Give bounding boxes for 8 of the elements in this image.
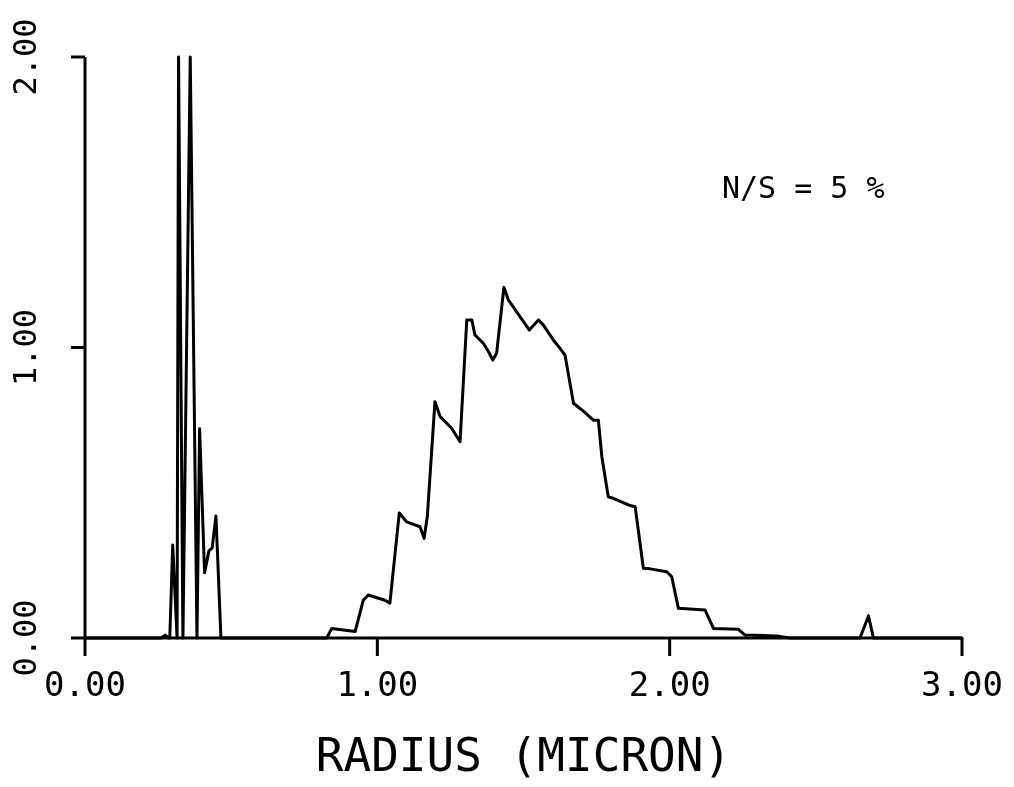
x-tick-label: 3.00 [921,664,1003,704]
annotation: N/S = 5 % [722,170,885,205]
y-tick-label: 2.00 [6,18,44,96]
x-tick-label: 2.00 [628,664,711,704]
x-tick-label: 0.00 [44,664,126,704]
y-tick-label: 1.00 [6,308,44,387]
x-tick-label: 1.00 [336,664,419,704]
x-axis-title: RADIUS (MICRON) [315,728,732,782]
